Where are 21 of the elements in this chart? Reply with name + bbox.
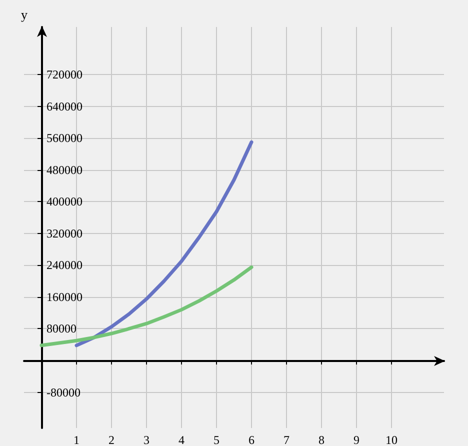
x-tick-label: 4 xyxy=(178,433,184,446)
x-tick-label: 6 xyxy=(248,433,254,446)
x-tick-label: 7 xyxy=(284,433,290,446)
x-tick-label: 5 xyxy=(214,433,220,446)
y-axis-title: y xyxy=(21,7,28,22)
y-tick-label: 160000 xyxy=(46,290,82,304)
x-tick-label: 1 xyxy=(74,433,80,446)
y-tick-label: 480000 xyxy=(46,162,82,177)
x-tick-label: 8 xyxy=(318,433,324,446)
x-tick-label: 3 xyxy=(144,433,150,446)
x-tick-label: 10 xyxy=(386,433,398,446)
y-tick-label: 560000 xyxy=(46,131,82,146)
y-tick-label: 720000 xyxy=(46,68,82,82)
x-tick-label: 2 xyxy=(108,433,114,446)
y-tick-label: 320000 xyxy=(46,226,82,240)
x-tick-label: 9 xyxy=(354,433,360,446)
y-tick-label: 400000 xyxy=(46,194,82,209)
y-tick-label: 640000 xyxy=(46,99,82,114)
y-tick-label: -80000 xyxy=(46,385,80,400)
y-tick-label: 240000 xyxy=(46,258,82,272)
y-tick-label: 80000 xyxy=(46,322,76,336)
